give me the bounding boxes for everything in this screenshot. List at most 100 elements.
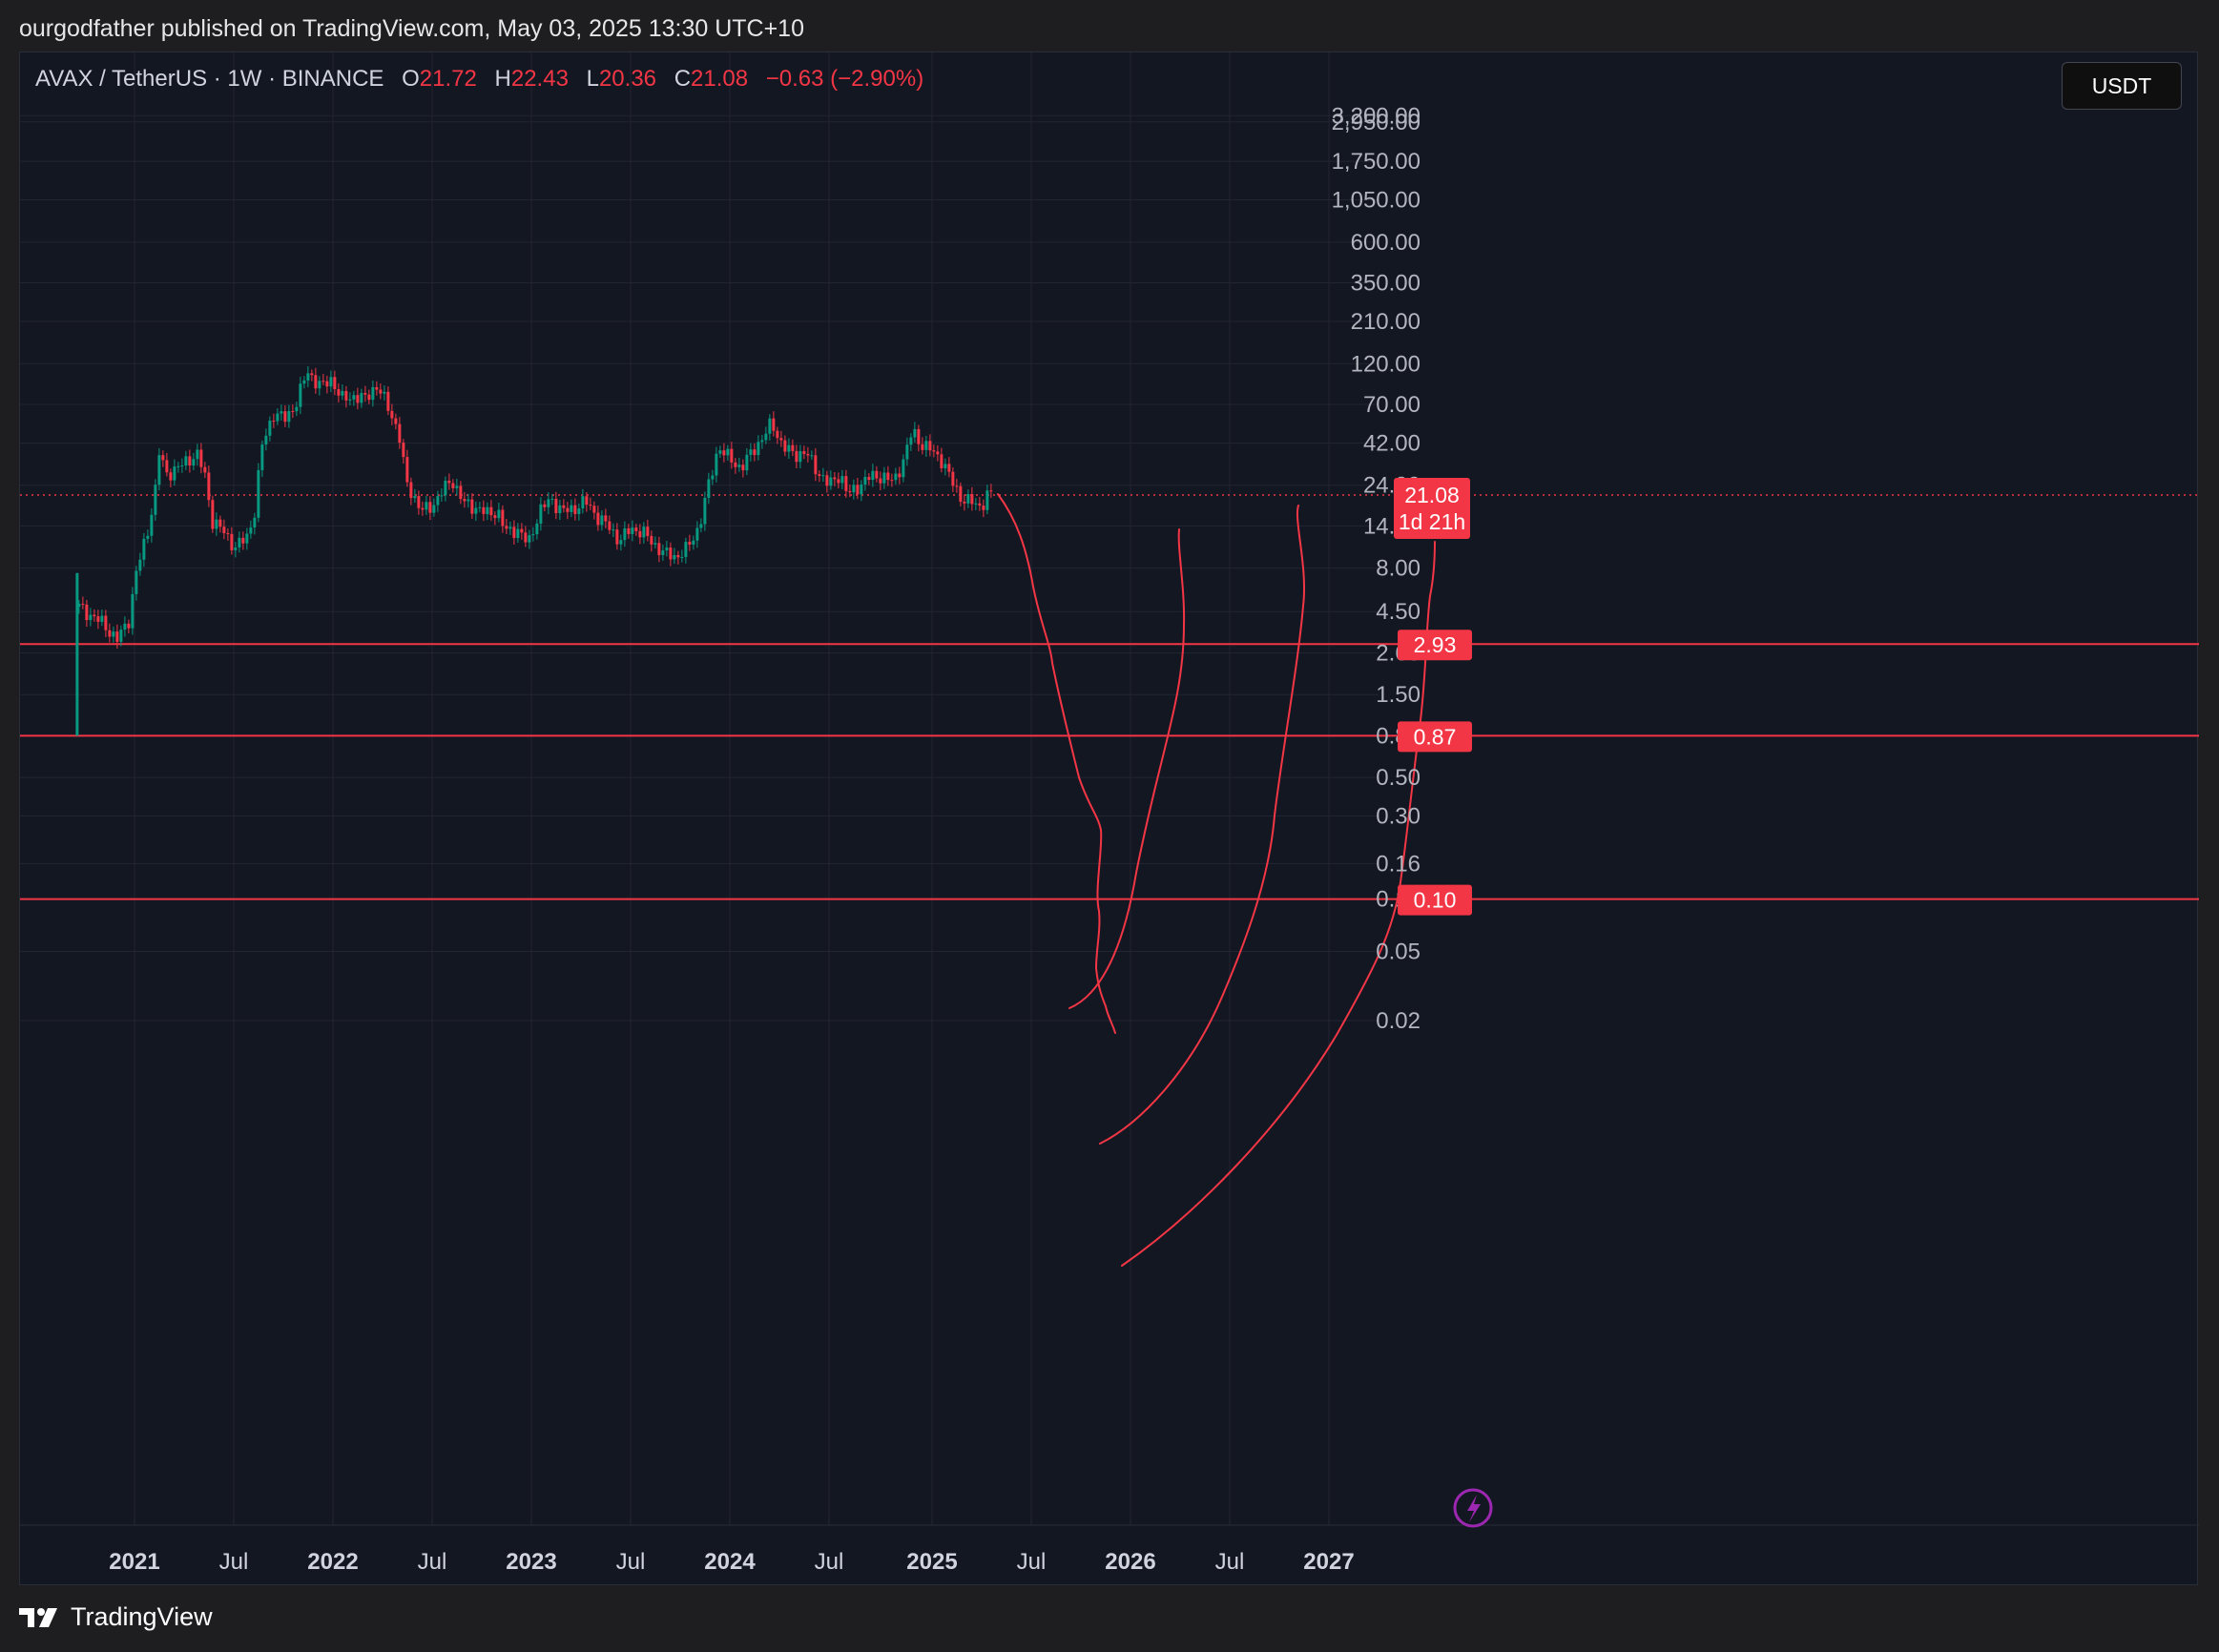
candle-body <box>482 506 486 514</box>
candle-body <box>833 477 837 480</box>
open-label: O <box>402 66 420 92</box>
projection-curve[interactable] <box>1121 541 1436 1267</box>
candle-body <box>745 454 749 471</box>
last-price-badge <box>1394 477 1470 539</box>
candle-body <box>417 496 421 508</box>
candle-body <box>356 395 360 403</box>
candle-body <box>272 421 276 423</box>
projection-curve[interactable] <box>1099 505 1305 1145</box>
time-tick-label: 2023 <box>506 1549 556 1575</box>
candle-body <box>371 386 375 401</box>
candle-body <box>100 615 104 622</box>
candle-body <box>657 543 661 555</box>
level-badge-label: 2.93 <box>1414 632 1457 657</box>
candle-body <box>165 460 169 473</box>
candle-body <box>508 527 512 529</box>
time-axis[interactable]: 2021 Jul 2022 Jul 2023 Jul 2024 Jul 2025 Jul 2026 J… <box>109 1549 1354 1575</box>
currency-button[interactable]: USDT <box>2062 62 2182 110</box>
candle-body <box>352 395 356 400</box>
candle-body <box>535 523 539 535</box>
candle-body <box>734 462 737 467</box>
candle-body <box>432 505 436 513</box>
candle-body <box>451 483 455 488</box>
candle-body <box>268 421 272 436</box>
candle-body <box>528 535 531 543</box>
candle-body <box>944 464 947 469</box>
projection-curve[interactable] <box>1068 528 1186 1009</box>
candle-body <box>539 504 543 524</box>
candle-body <box>360 393 363 403</box>
chart-pane[interactable]: 3,200.00 2,950.00 1,750.00 1,050.00 600.00 35… <box>19 52 2199 1586</box>
candle-body <box>409 482 413 499</box>
candle-body <box>882 472 886 484</box>
candle-body <box>699 524 703 528</box>
candle-body <box>89 614 93 621</box>
candle-body <box>840 476 844 484</box>
candle-body <box>844 476 848 491</box>
candles <box>75 365 993 736</box>
candle-body <box>299 383 302 407</box>
candle-body <box>218 519 222 527</box>
candle-body <box>550 498 554 500</box>
level-badge <box>1398 630 1472 661</box>
candle-body <box>875 470 879 479</box>
candle-body <box>260 444 264 470</box>
time-tick-label: 2021 <box>109 1549 159 1575</box>
horizontal-levels[interactable] <box>20 494 2199 900</box>
candle-body <box>902 459 905 478</box>
candle-body <box>894 473 898 481</box>
candle-body <box>230 533 234 550</box>
candle-body <box>825 475 829 486</box>
symbol-title[interactable]: AVAX / TetherUS · 1W · BINANCE <box>35 66 384 92</box>
candle-body <box>814 455 818 475</box>
candle-body <box>806 453 810 456</box>
candle-body <box>680 556 684 558</box>
time-tick-label: Jul <box>1017 1549 1047 1575</box>
candle-body <box>516 528 520 539</box>
level-badge-label: 0.10 <box>1414 888 1457 913</box>
candle-body <box>829 477 833 486</box>
candle-body <box>512 527 516 539</box>
projection-curve[interactable] <box>997 493 1116 1034</box>
close-label: C <box>674 66 692 92</box>
candle-body <box>146 535 150 539</box>
open-value: 21.72 <box>419 66 477 92</box>
candle-body <box>463 499 467 502</box>
candle-body <box>554 498 558 513</box>
candle-body <box>627 527 631 534</box>
candle-body <box>459 485 463 500</box>
symbol-legend: AVAX / TetherUS · 1W · BINANCE O21.72 H2… <box>35 66 923 93</box>
candle-body <box>524 532 528 543</box>
price-chart[interactable]: 3,200.002,950.00 1,750.00 1,050.00 600.00 35… <box>20 52 2199 1586</box>
candle-body <box>959 485 963 502</box>
candle-body <box>131 593 135 629</box>
candle-body <box>440 495 444 497</box>
candle-body <box>917 428 921 444</box>
candle-body <box>592 506 596 513</box>
candle-body <box>932 450 936 452</box>
last-price-label: 21.08 <box>1404 483 1460 507</box>
candle-body <box>837 479 840 484</box>
candle-body <box>257 469 260 518</box>
candle-body <box>783 440 787 452</box>
price-tick-label: 42.00 <box>1363 430 1421 456</box>
candle-body <box>688 542 692 545</box>
lightning-icon[interactable] <box>1453 1488 1493 1528</box>
tradingview-logo[interactable]: TradingView <box>19 1602 213 1632</box>
candle-body <box>856 485 860 495</box>
candle-body <box>280 411 283 414</box>
candle-body <box>718 450 722 454</box>
candle-body <box>924 441 928 450</box>
projection-drawings[interactable] <box>997 493 1436 1267</box>
price-tick-label: 350.00 <box>1351 271 1421 297</box>
candle-body <box>321 381 325 382</box>
time-tick-label: Jul <box>418 1549 447 1575</box>
candle-body <box>684 542 688 557</box>
candle-body <box>867 477 871 481</box>
candle-body <box>421 507 425 510</box>
price-axis[interactable]: 3,200.002,950.00 1,750.00 1,050.00 600.00 35… <box>1332 103 1421 1034</box>
chart-grid <box>20 52 2199 1526</box>
time-tick-label: Jul <box>1215 1549 1245 1575</box>
price-tick-label: 120.00 <box>1351 351 1421 377</box>
